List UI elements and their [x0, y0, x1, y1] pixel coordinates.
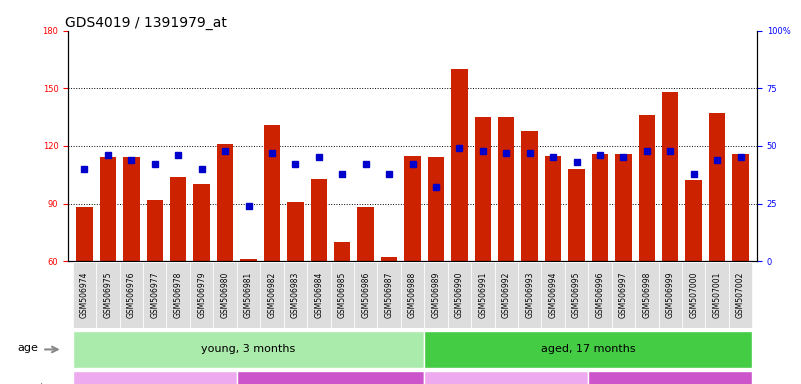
Text: GSM506990: GSM506990 — [455, 271, 464, 318]
Text: GSM506974: GSM506974 — [80, 271, 89, 318]
Bar — [400, 262, 425, 328]
Text: GSM506979: GSM506979 — [197, 271, 206, 318]
Text: GSM506992: GSM506992 — [501, 271, 511, 318]
Bar — [448, 262, 471, 328]
Bar — [658, 262, 682, 328]
Bar — [541, 262, 565, 328]
Text: GSM506982: GSM506982 — [268, 271, 276, 318]
Bar — [377, 262, 400, 328]
Text: GSM506989: GSM506989 — [432, 271, 441, 318]
Bar — [357, 207, 374, 261]
Bar — [588, 371, 752, 384]
Text: GDS4019 / 1391979_at: GDS4019 / 1391979_at — [65, 16, 227, 30]
Bar — [260, 262, 284, 328]
Text: GSM506993: GSM506993 — [525, 271, 534, 318]
Text: GSM506999: GSM506999 — [666, 271, 674, 318]
Bar — [612, 262, 635, 328]
Bar — [451, 69, 468, 261]
Bar — [425, 331, 752, 368]
Bar — [284, 262, 307, 328]
Text: GSM506985: GSM506985 — [338, 271, 347, 318]
Bar — [709, 113, 726, 261]
Bar — [123, 157, 139, 261]
Text: GSM506986: GSM506986 — [361, 271, 370, 318]
Bar — [588, 262, 612, 328]
Bar — [217, 144, 233, 261]
Text: GSM507000: GSM507000 — [689, 271, 698, 318]
Text: GSM506995: GSM506995 — [572, 271, 581, 318]
Bar — [76, 207, 93, 261]
Bar — [288, 202, 304, 261]
Text: GSM506996: GSM506996 — [595, 271, 605, 318]
Bar — [729, 262, 752, 328]
Text: GSM507002: GSM507002 — [736, 271, 745, 318]
Bar — [662, 92, 678, 261]
Bar — [311, 179, 327, 261]
Bar — [635, 262, 658, 328]
Text: GSM507001: GSM507001 — [713, 271, 722, 318]
Bar — [170, 177, 187, 261]
Bar — [615, 154, 632, 261]
Text: age: age — [17, 343, 38, 353]
Bar — [237, 371, 425, 384]
Bar — [143, 262, 167, 328]
Bar — [73, 331, 425, 368]
Bar — [167, 262, 190, 328]
Text: GSM506988: GSM506988 — [408, 271, 417, 318]
Bar — [682, 262, 706, 328]
Bar — [405, 156, 421, 261]
Bar — [732, 154, 749, 261]
Bar — [565, 262, 588, 328]
Text: GSM506978: GSM506978 — [174, 271, 183, 318]
Text: agent: agent — [12, 383, 45, 384]
Text: GSM506998: GSM506998 — [642, 271, 651, 318]
Bar — [475, 117, 491, 261]
Bar — [494, 262, 518, 328]
Text: GSM506991: GSM506991 — [478, 271, 487, 318]
Bar — [428, 157, 444, 261]
Bar — [686, 180, 702, 261]
Bar — [213, 262, 237, 328]
Text: GSM506997: GSM506997 — [619, 271, 628, 318]
Text: GSM506977: GSM506977 — [151, 271, 159, 318]
Bar — [147, 200, 163, 261]
Text: young, 3 months: young, 3 months — [201, 344, 296, 354]
Bar — [381, 257, 397, 261]
Bar — [190, 262, 213, 328]
Bar — [119, 262, 143, 328]
Text: GSM506983: GSM506983 — [291, 271, 300, 318]
Bar — [307, 262, 331, 328]
Bar — [592, 154, 608, 261]
Bar — [471, 262, 494, 328]
Text: GSM506981: GSM506981 — [244, 271, 253, 318]
Bar — [334, 242, 350, 261]
Text: GSM506975: GSM506975 — [103, 271, 112, 318]
Bar — [498, 117, 514, 261]
Bar — [521, 131, 537, 261]
Bar — [193, 184, 210, 261]
Text: GSM506987: GSM506987 — [384, 271, 393, 318]
Bar — [569, 169, 585, 261]
Text: aged, 17 months: aged, 17 months — [541, 344, 635, 354]
Bar — [706, 262, 729, 328]
Bar — [425, 262, 448, 328]
Text: GSM506976: GSM506976 — [127, 271, 136, 318]
Bar — [73, 371, 237, 384]
Bar — [425, 371, 588, 384]
Text: GSM506984: GSM506984 — [314, 271, 324, 318]
Text: GSM506994: GSM506994 — [549, 271, 557, 318]
Bar — [237, 262, 260, 328]
Bar — [354, 262, 377, 328]
Bar — [264, 125, 280, 261]
Bar — [96, 262, 119, 328]
Bar — [99, 157, 116, 261]
Bar — [518, 262, 541, 328]
Bar — [545, 156, 562, 261]
Bar — [638, 115, 655, 261]
Bar — [73, 262, 96, 328]
Bar — [240, 259, 256, 261]
Text: GSM506980: GSM506980 — [220, 271, 230, 318]
Bar — [331, 262, 354, 328]
